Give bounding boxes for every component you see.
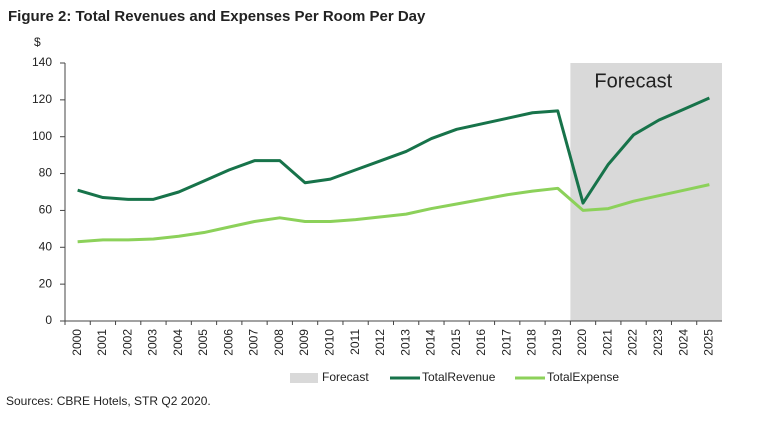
x-tick-label: 2007 xyxy=(247,329,261,356)
legend-label: TotalExpense xyxy=(547,370,619,384)
x-tick-label: 2017 xyxy=(499,329,513,356)
forecast-label: Forecast xyxy=(594,70,672,92)
x-tick-label: 2018 xyxy=(525,329,539,356)
y-tick-label: 40 xyxy=(39,239,53,253)
x-tick-label: 2006 xyxy=(221,329,235,356)
x-tick-label: 2022 xyxy=(626,329,640,356)
x-tick-label: 2012 xyxy=(373,329,387,356)
y-tick-label: 140 xyxy=(32,55,52,69)
x-tick-label: 2014 xyxy=(424,329,438,356)
x-tick-label: 2015 xyxy=(449,329,463,356)
x-tick-label: 2010 xyxy=(322,329,336,356)
legend-label: Forecast xyxy=(322,370,369,384)
x-tick-label: 2021 xyxy=(600,329,614,356)
line-series xyxy=(77,183,710,244)
y-tick-label: 20 xyxy=(39,276,53,290)
source: Sources: CBRE Hotels, STR Q2 2020. xyxy=(6,394,211,408)
x-tick-label: 2004 xyxy=(171,329,185,356)
x-tick-label: 2008 xyxy=(272,329,286,356)
x-tick-label: 2009 xyxy=(297,329,311,356)
x-tick-label: 2019 xyxy=(550,329,564,356)
x-tick-label: 2025 xyxy=(702,329,716,356)
x-tick-label: 2016 xyxy=(474,329,488,356)
y-tick-label: 100 xyxy=(32,129,52,143)
line-series xyxy=(77,96,710,205)
chart-title: Figure 2: Total Revenues and Expenses Pe… xyxy=(8,8,426,25)
x-tick-label: 2005 xyxy=(196,329,210,356)
legend-swatch xyxy=(290,373,318,383)
x-tick-label: 2023 xyxy=(651,329,665,356)
x-tick-label: 2011 xyxy=(348,329,362,355)
y-tick-label: 120 xyxy=(32,92,52,106)
x-tick-label: 2013 xyxy=(398,329,412,356)
y-tick-label: 0 xyxy=(45,313,52,327)
x-tick-label: 2003 xyxy=(146,329,160,356)
x-tick-label: 2002 xyxy=(120,329,134,356)
y-tick-label: 80 xyxy=(39,166,53,180)
legend-label: TotalRevenue xyxy=(422,370,496,384)
x-tick-label: 2001 xyxy=(95,329,109,356)
forecast-region xyxy=(570,63,722,321)
x-tick-label: 2024 xyxy=(676,329,690,356)
x-tick-label: 2020 xyxy=(575,329,589,356)
y-tick-label: 60 xyxy=(39,203,53,217)
x-tick-label: 2000 xyxy=(70,329,84,356)
y-axis-label: $ xyxy=(34,35,41,49)
